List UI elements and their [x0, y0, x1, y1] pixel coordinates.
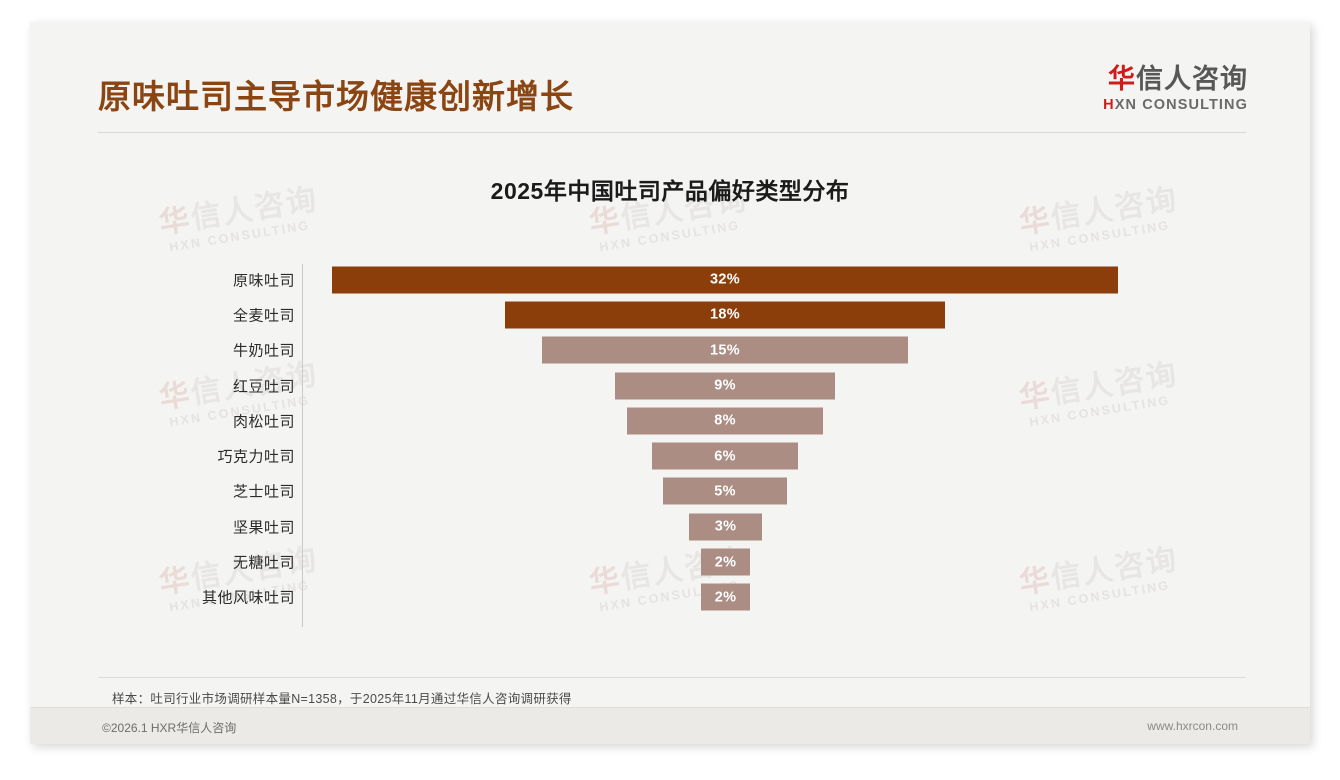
chart-bar-value: 6%: [714, 448, 736, 465]
chart-bar-value: 15%: [710, 342, 740, 359]
chart-bar[interactable]: 5%: [663, 477, 787, 505]
chart-bar-label: 原味吐司: [232, 272, 295, 290]
chart-bar-value: 8%: [714, 412, 736, 429]
chart-bar-row: 芝士吐司 5%: [30, 474, 1310, 509]
watermark-en: HXN CONSULTING: [1028, 218, 1172, 255]
chart-bar-label: 坚果吐司: [232, 519, 295, 537]
chart-bar-label: 其他风味吐司: [201, 589, 295, 607]
logo-en-rest: XN CONSULTING: [1114, 97, 1248, 114]
chart-title: 2025年中国吐司产品偏好类型分布: [490, 178, 850, 204]
chart-bar[interactable]: 6%: [652, 442, 798, 470]
chart-bar-row: 全麦吐司 18%: [30, 297, 1310, 332]
chart-bar[interactable]: 32%: [332, 266, 1118, 294]
chart-bar-row: 牛奶吐司 15%: [30, 333, 1310, 368]
funnel-chart: 原味吐司 32% 全麦吐司 18% 牛奶吐司 15% 红豆吐司 9% 肉松吐司 8% 巧克力吐司 6%…: [30, 262, 1310, 652]
logo-en-red-char: H: [1103, 97, 1115, 114]
slide-card: 华信人咨询 HXN CONSULTING 华信人咨询 HXN CONSULTIN…: [30, 22, 1310, 744]
watermark-cn-red: 华: [587, 202, 624, 241]
watermark-en: HXN CONSULTING: [598, 218, 742, 255]
chart-bar[interactable]: 2%: [701, 583, 750, 611]
chart-axis-line: [302, 264, 303, 627]
watermark-cn-red: 华: [1017, 202, 1054, 241]
chart-bar-label: 全麦吐司: [232, 307, 295, 325]
chart-bar[interactable]: 9%: [615, 372, 835, 400]
header-divider: [98, 132, 1246, 133]
footer-copyright: ©2026.1 HXR华信人咨询: [102, 721, 237, 735]
chart-bar-label: 牛奶吐司: [232, 342, 295, 360]
chart-bar[interactable]: 18%: [505, 301, 945, 329]
chart-bar-row: 坚果吐司 3%: [30, 509, 1310, 544]
watermark-en: HXN CONSULTING: [168, 218, 312, 255]
chart-bar[interactable]: 2%: [701, 548, 750, 576]
chart-bar-label: 巧克力吐司: [217, 448, 295, 466]
footer-website[interactable]: www.hxrcon.com: [1147, 719, 1238, 733]
brand-logo: 华信人咨询 HXN CONSULTING: [1103, 65, 1248, 114]
slide-header: 原味吐司主导市场健康创新增长 华信人咨询 HXN CONSULTING: [98, 60, 1248, 145]
watermark-cn-red: 华: [157, 202, 194, 241]
chart-bar-row: 原味吐司 32%: [30, 262, 1310, 297]
chart-bar-value: 2%: [714, 589, 737, 606]
chart-bar-row: 红豆吐司 9%: [30, 368, 1310, 403]
chart-bar-value: 9%: [714, 377, 736, 394]
chart-bar-value: 32%: [710, 271, 740, 288]
chart-bar-label: 芝士吐司: [232, 483, 295, 501]
logo-cn-red-char: 华: [1108, 64, 1136, 94]
chart-bar-value: 2%: [714, 554, 737, 571]
chart-bar-label: 红豆吐司: [232, 378, 295, 396]
logo-cn-rest: 信人咨询: [1136, 64, 1248, 94]
chart-bar[interactable]: 8%: [627, 407, 823, 435]
source-divider: [98, 677, 1246, 678]
chart-bar-row: 其他风味吐司 2%: [30, 580, 1310, 615]
chart-bar-value: 3%: [714, 518, 737, 535]
slide-footer: ©2026.1 HXR华信人咨询 www.hxrcon.com: [30, 707, 1310, 744]
chart-bar[interactable]: 15%: [542, 336, 908, 364]
chart-bars-container: 原味吐司 32% 全麦吐司 18% 牛奶吐司 15% 红豆吐司 9% 肉松吐司 8% 巧克力吐司 6%…: [30, 262, 1310, 615]
page-title: 原味吐司主导市场健康创新增长: [98, 78, 574, 115]
chart-bar-label: 肉松吐司: [232, 413, 295, 431]
logo-chinese-name: 华信人咨询: [1103, 65, 1248, 93]
chart-bar-label: 无糖吐司: [232, 554, 295, 572]
chart-bar-row: 无糖吐司 2%: [30, 544, 1310, 579]
chart-bar-row: 肉松吐司 8%: [30, 403, 1310, 438]
chart-bar-value: 5%: [714, 483, 736, 500]
chart-bar-value: 18%: [710, 306, 740, 323]
chart-bar[interactable]: 3%: [689, 513, 762, 541]
chart-bar-row: 巧克力吐司 6%: [30, 438, 1310, 473]
logo-english-name: HXN CONSULTING: [1103, 97, 1248, 113]
source-note: 样本：吐司行业市场调研样本量N=1358，于2025年11月通过华信人咨询调研获…: [112, 692, 572, 706]
